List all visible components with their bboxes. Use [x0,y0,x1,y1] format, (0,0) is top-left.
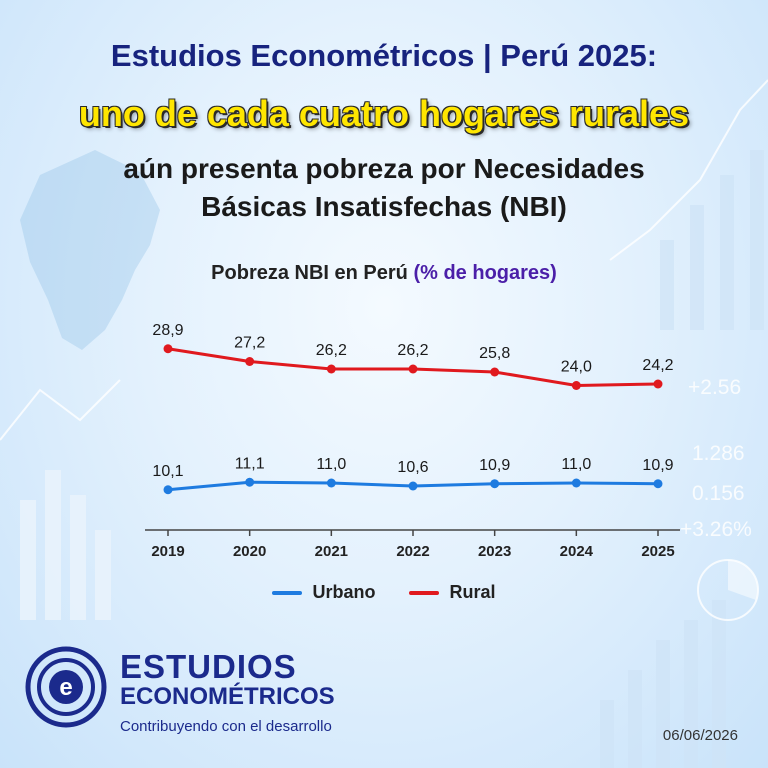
svg-text:1.286: 1.286 [692,442,745,465]
x-tick-label: 2021 [315,543,348,560]
data-label-rural: 28,9 [152,322,183,339]
bg-bars-right [600,150,764,768]
data-label-rural: 27,2 [234,335,265,352]
x-tick-label: 2025 [641,543,674,560]
headline-line3: aún presenta pobreza por Necesidades Bás… [0,150,768,226]
data-label-rural: 25,8 [479,345,510,362]
headline-highlight: uno de cada cuatro hogares rurales [78,93,690,134]
bg-bars-left [20,470,111,620]
data-label-urbano: 10,9 [479,457,510,474]
data-point-rural [490,367,500,377]
chart-title-main: Pobreza NBI en Perú [211,262,408,284]
data-point-urbano [490,479,500,489]
peru-map-icon [20,150,160,350]
chart-title: Pobreza NBI en Perú (% de hogares) [0,262,768,285]
data-label-urbano: 11,0 [316,456,346,473]
headline-line3b: Básicas Insatisfechas (NBI) [201,191,567,222]
legend-label-rural: Rural [449,582,496,602]
data-label-urbano: 10,1 [152,463,183,480]
legend-swatch-urbano [272,590,303,595]
data-point-rural [571,381,581,390]
logo-name-line1: ESTUDIOS [120,648,297,685]
data-label-urbano: 11,1 [235,455,265,472]
data-label-rural: 24,0 [561,359,592,376]
legend-swatch-rural [409,590,440,595]
publication-date: 06/06/2026 [662,727,738,744]
logo-tagline: Contribuyendo con el desarrollo [120,718,332,735]
logo-mark-icon: e [25,646,107,728]
x-tick-label: 2024 [560,543,594,560]
legend-label-urbano: Urbano [312,582,376,602]
legend-item-rural: Rural [409,582,496,603]
data-point-urbano [245,477,255,487]
svg-text:0.156: 0.156 [692,482,745,505]
svg-text:+2.56: +2.56 [688,376,741,399]
data-label-rural: 24,2 [642,357,673,374]
x-tick-label: 2020 [233,543,266,560]
x-tick-label: 2022 [396,543,429,560]
data-label-urbano: 11,0 [561,456,591,473]
headline-line3a: aún presenta pobreza por Necesidades [123,153,645,184]
x-tick-label: 2019 [151,543,184,560]
data-point-rural [245,357,255,366]
chart-title-unit: (% de hogares) [413,262,557,284]
data-point-rural [653,379,663,389]
data-label-rural: 26,2 [397,342,428,359]
data-point-urbano [163,485,173,495]
data-point-urbano [571,478,581,488]
headline-line1: Estudios Econométricos | Perú 2025: [110,38,658,73]
chart-legend: Urbano Rural [0,582,768,603]
data-point-urbano [653,479,663,489]
logo-name-line2: ECONOMÉTRICOS [120,683,335,710]
svg-text:+3.26%: +3.26% [680,518,752,541]
data-point-rural [163,344,173,354]
data-point-urbano [326,478,336,488]
svg-text:e: e [59,674,72,701]
data-point-rural [326,364,336,374]
data-point-urbano [408,481,418,491]
data-point-rural [408,364,418,374]
x-tick-label: 2023 [478,543,511,560]
data-label-rural: 26,2 [316,342,347,359]
data-label-urbano: 10,6 [397,459,428,476]
legend-item-urbano: Urbano [272,582,375,603]
data-label-urbano: 10,9 [642,457,673,474]
